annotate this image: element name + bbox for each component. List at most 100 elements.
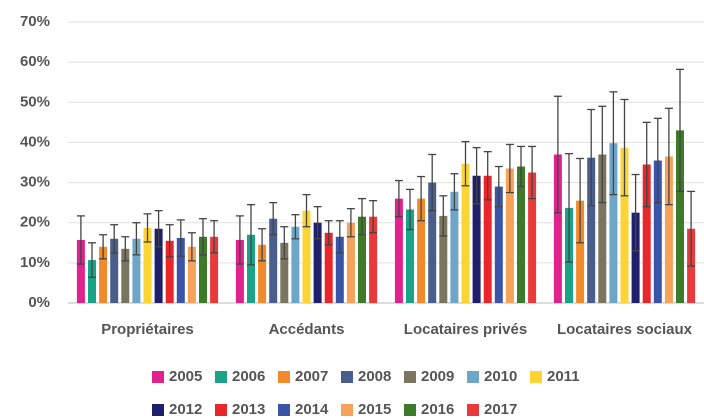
y-tick-label: 10% [20, 254, 50, 271]
error-bar [417, 175, 426, 222]
bar [258, 244, 267, 303]
error-bar [143, 213, 152, 243]
legend-swatch [341, 404, 353, 416]
error-bar [505, 143, 514, 194]
bar [291, 226, 300, 303]
bar [461, 163, 470, 303]
bar [280, 242, 289, 303]
error-bar [154, 210, 163, 248]
legend-label: 2007 [295, 368, 328, 385]
bar [428, 182, 437, 303]
error-bar [517, 145, 525, 188]
bar [631, 212, 640, 303]
legend-label: 2008 [358, 368, 391, 385]
legend-swatch [278, 371, 290, 383]
error-bar [269, 201, 278, 236]
x-tick-label: Locataires sociaux [557, 321, 693, 338]
bar [121, 248, 130, 303]
bar [99, 246, 108, 303]
bar [324, 232, 333, 303]
legend-swatch [215, 371, 227, 383]
bar [472, 175, 481, 303]
error-bar [494, 165, 503, 208]
y-tick-label: 50% [20, 93, 50, 110]
x-tick-label: Accédants [269, 321, 345, 338]
bar [88, 260, 96, 303]
bar [483, 175, 492, 303]
legend-label: 2006 [232, 368, 265, 385]
bar [676, 130, 684, 303]
error-bar [461, 140, 470, 187]
error-bar [291, 214, 300, 240]
error-bar [302, 193, 311, 228]
error-bar [210, 220, 219, 254]
bar [210, 236, 219, 303]
bar [494, 186, 503, 303]
bar [199, 236, 207, 303]
legend-swatch [215, 404, 227, 416]
error-bar [358, 197, 366, 236]
legend-swatch [341, 371, 353, 383]
bar [664, 156, 673, 303]
bar [439, 215, 448, 303]
bar [358, 216, 366, 303]
bar [187, 246, 196, 303]
legend-swatch [152, 404, 164, 416]
bar [110, 238, 119, 303]
bar [302, 210, 311, 303]
bar [653, 160, 662, 303]
y-tick-label: 40% [20, 133, 50, 150]
error-bar [609, 91, 618, 196]
legend-swatch [404, 371, 416, 383]
error-bar [450, 173, 459, 211]
bar [143, 227, 152, 303]
bar [346, 222, 355, 303]
bar [576, 200, 585, 303]
error-bar [132, 222, 141, 256]
bar [505, 168, 514, 303]
legend-swatch [278, 404, 290, 416]
bar [642, 164, 651, 303]
legend-label: 2013 [232, 401, 265, 418]
error-bar [598, 105, 607, 204]
y-tick-label: 0% [28, 294, 50, 311]
legend-label: 2015 [358, 401, 391, 418]
error-bar [472, 146, 481, 205]
legend-label: 2012 [169, 401, 202, 418]
bar [369, 216, 378, 303]
error-bar [313, 206, 322, 240]
x-tick-label: Locataires privés [404, 321, 527, 338]
bar [609, 143, 618, 303]
y-tick-label: 30% [20, 174, 50, 191]
legend-swatch [404, 404, 416, 416]
bar [406, 209, 414, 303]
legend-label: 2016 [421, 401, 454, 418]
error-bar [324, 220, 333, 246]
bar [517, 166, 525, 303]
error-bar [199, 218, 207, 256]
error-bar [653, 117, 662, 204]
bar [247, 234, 255, 303]
error-bar [439, 195, 448, 237]
y-tick-label: 70% [20, 13, 50, 30]
legend-swatch [530, 371, 542, 383]
legend-swatch [152, 371, 164, 383]
error-bar [642, 121, 651, 208]
error-bar [483, 151, 492, 201]
error-bar [664, 107, 673, 206]
error-bar [76, 215, 85, 265]
error-bar [576, 157, 585, 244]
error-bar [88, 242, 96, 278]
legend-label: 2011 [547, 368, 580, 385]
bar [76, 239, 85, 303]
bar [132, 238, 141, 303]
bar [587, 157, 596, 303]
bar [235, 239, 244, 303]
legend-label: 2017 [484, 401, 517, 418]
bar [176, 237, 185, 303]
error-bar [110, 224, 119, 254]
error-bar [687, 190, 696, 267]
legend-label: 2010 [484, 368, 517, 385]
error-bar [553, 95, 562, 214]
